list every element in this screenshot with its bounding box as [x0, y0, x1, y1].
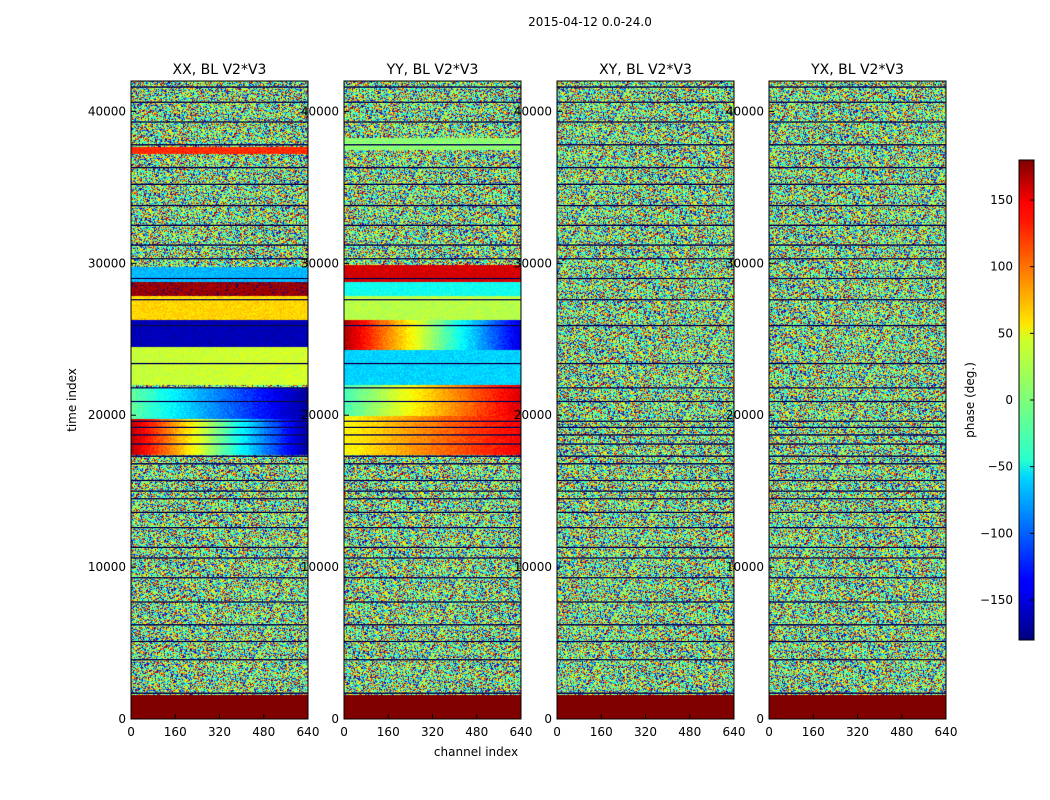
x-tick-label: 640	[510, 725, 533, 739]
y-tick-label: 20000	[301, 408, 339, 422]
colorbar-tick-label: 100	[990, 260, 1013, 274]
y-tick-label: 10000	[726, 560, 764, 574]
y-tick-label: 20000	[514, 408, 552, 422]
y-tick-label: 10000	[301, 560, 339, 574]
panel-title: XY, BL V2*V3	[599, 62, 692, 78]
colorbar-ticks: 150 100 50 0 −50 −100 −150	[980, 193, 1034, 607]
colorbar-label: phase (deg.)	[963, 362, 977, 438]
x-tick-label: 640	[723, 725, 746, 739]
x-tick-label: 160	[590, 725, 613, 739]
x-tick-label: 0	[765, 725, 773, 739]
x-tick-label: 160	[802, 725, 825, 739]
x-tick-label: 480	[890, 725, 913, 739]
colorbar-tick-label: 0	[1005, 393, 1013, 407]
y-tick-label: 10000	[514, 560, 552, 574]
y-tick-label: 20000	[726, 408, 764, 422]
panel-title: YY, BL V2*V3	[386, 62, 479, 78]
x-tick-label: 480	[252, 725, 275, 739]
y-tick-label: 0	[331, 712, 339, 726]
x-tick-label: 160	[377, 725, 400, 739]
colorbar-tick-label: 150	[990, 193, 1013, 207]
y-tick-label: 20000	[88, 408, 126, 422]
y-tick-label: 30000	[726, 256, 764, 270]
x-tick-label: 320	[846, 725, 869, 739]
x-tick-label: 320	[421, 725, 444, 739]
panel-2: XY, BL V2*V3 0 10000 20000 30000 40000 0 160 320…	[514, 62, 746, 739]
y-tick-label: 30000	[301, 256, 339, 270]
x-tick-label: 640	[935, 725, 958, 739]
x-tick-label: 160	[164, 725, 187, 739]
phase-heatmap	[344, 81, 521, 719]
x-tick-label: 640	[297, 725, 320, 739]
colorbar-tick-label: −150	[980, 593, 1013, 607]
panel-title: XX, BL V2*V3	[173, 62, 267, 78]
panel-title: YX, BL V2*V3	[810, 62, 904, 78]
panel-3: YX, BL V2*V3 0 10000 20000 30000 40000 0 160 320…	[726, 62, 958, 739]
x-tick-label: 0	[340, 725, 348, 739]
y-tick-label: 0	[118, 712, 126, 726]
y-tick-label: 10000	[88, 560, 126, 574]
x-tick-label: 320	[208, 725, 231, 739]
phase-heatmap	[557, 81, 734, 719]
y-tick-label: 0	[756, 712, 764, 726]
y-tick-label: 30000	[514, 256, 552, 270]
x-axis-label: channel index	[434, 745, 518, 759]
x-tick-label: 0	[127, 725, 135, 739]
colorbar-tick-label: −50	[988, 460, 1013, 474]
panel-0: XX, BL V2*V3 0 10000 20000 30000 40000 0 160 320…	[88, 62, 320, 739]
panels-group: XX, BL V2*V3 0 10000 20000 30000 40000 0 160 320…	[88, 62, 958, 739]
x-tick-label: 320	[634, 725, 657, 739]
colorbar-tick-label: 50	[998, 326, 1013, 340]
x-tick-label: 480	[465, 725, 488, 739]
panel-1: YY, BL V2*V3 0 10000 20000 30000 40000 0 160 320…	[301, 62, 533, 739]
y-tick-label: 40000	[726, 104, 764, 118]
y-axis-label: time index	[65, 368, 79, 432]
x-tick-label: 480	[678, 725, 701, 739]
y-tick-label: 30000	[88, 256, 126, 270]
y-tick-label: 40000	[514, 104, 552, 118]
colorbar-tick-label: −100	[980, 526, 1013, 540]
x-tick-label: 0	[553, 725, 561, 739]
y-tick-label: 0	[544, 712, 552, 726]
figure-suptitle: 2015-04-12 0.0-24.0	[528, 15, 652, 29]
y-tick-label: 40000	[301, 104, 339, 118]
phase-heatmap	[131, 81, 308, 719]
y-tick-label: 40000	[88, 104, 126, 118]
phase-heatmap	[769, 81, 946, 719]
